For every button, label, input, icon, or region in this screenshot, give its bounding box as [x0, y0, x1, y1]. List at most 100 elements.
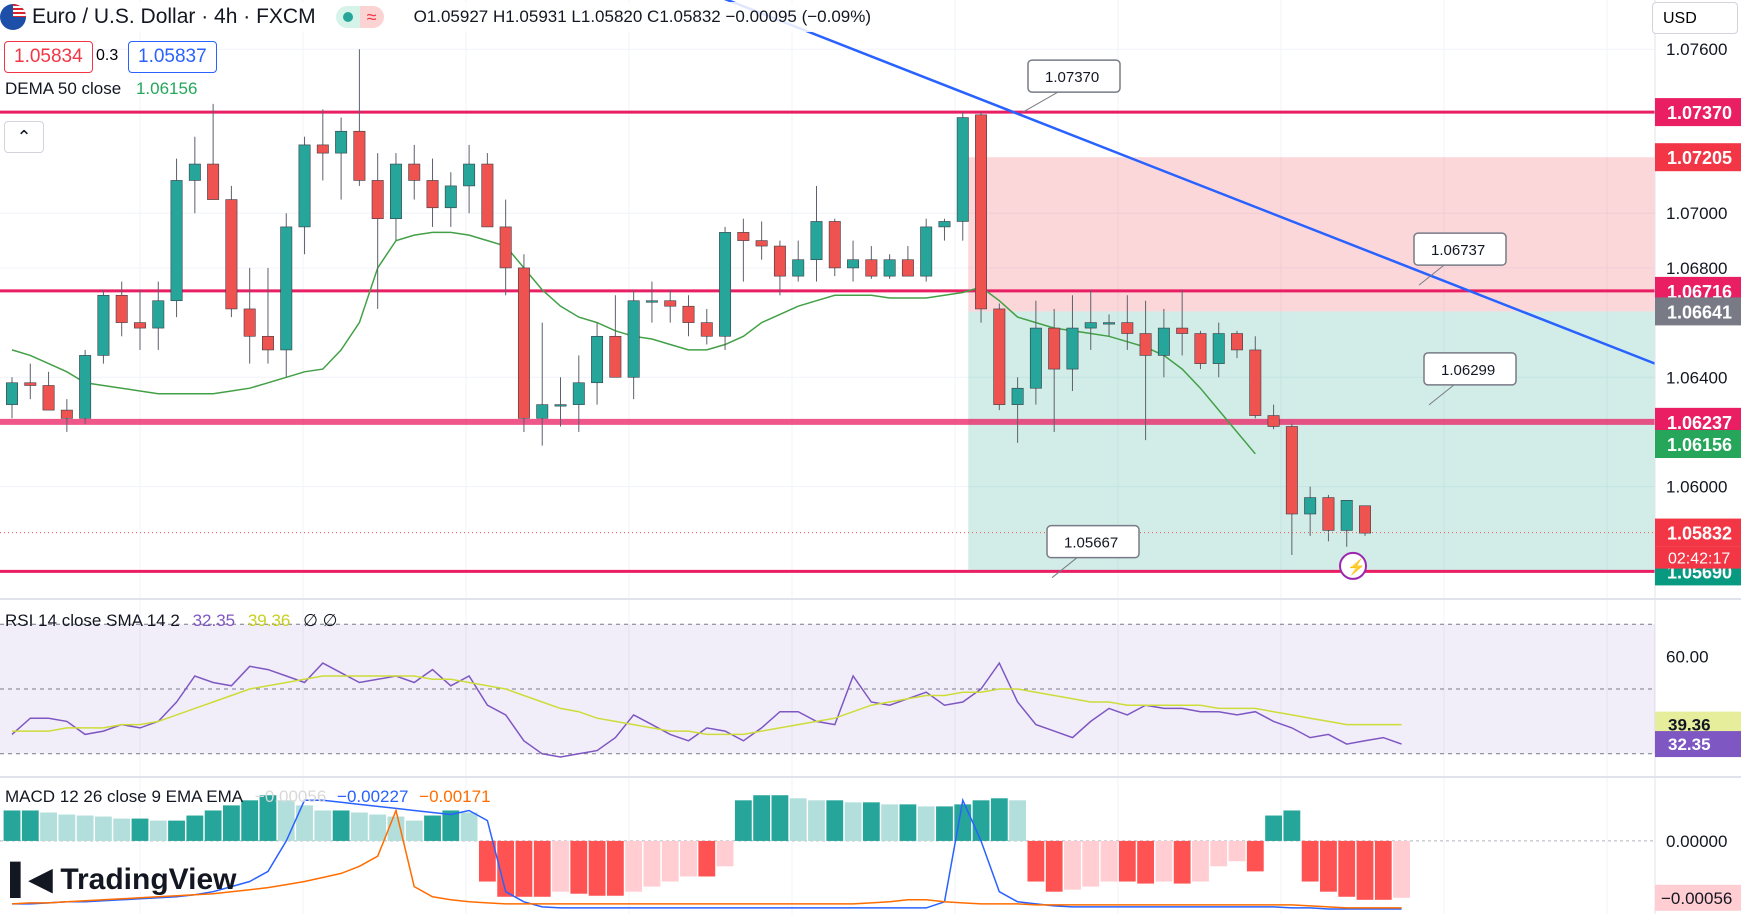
macd-histogram-bar	[1374, 840, 1392, 900]
candle-body	[1084, 322, 1097, 329]
candle-body	[1048, 327, 1061, 370]
macd-histogram-bar	[734, 800, 752, 841]
macd-histogram-bar	[552, 840, 569, 892]
candle-body	[755, 240, 768, 247]
callout-pointer	[1051, 557, 1078, 579]
candle-body	[1157, 327, 1170, 356]
candle-body	[682, 305, 695, 323]
candle-body	[408, 163, 421, 181]
callout-pointer	[1022, 91, 1059, 113]
macd-histogram-bar	[588, 840, 606, 896]
macd-histogram-bar	[881, 804, 899, 841]
candle-body	[316, 144, 329, 154]
macd-histogram-bar	[643, 840, 661, 887]
macd-histogram-bar	[314, 810, 332, 841]
macd-histogram-bar	[241, 800, 259, 841]
candle-body	[591, 335, 604, 384]
callout-pointer	[1428, 384, 1455, 406]
candle-body	[792, 259, 805, 277]
candle-body	[664, 300, 677, 307]
candle-body	[463, 163, 476, 187]
callout-label: 1.07370	[1045, 69, 1099, 86]
macd-histogram-bar	[972, 800, 990, 841]
macd-histogram-bar	[826, 800, 844, 841]
macd-histogram-bar	[424, 815, 441, 841]
candle-body	[719, 232, 732, 337]
price-level-tag	[1655, 143, 1741, 172]
dema-value: 1.06156	[135, 79, 198, 98]
macd-histogram-bar	[661, 840, 679, 882]
candle-body	[1359, 505, 1371, 534]
approx-icon: ≈	[359, 6, 384, 28]
candle-body	[956, 117, 969, 222]
candle-body	[1267, 415, 1280, 427]
candle-body	[1194, 333, 1207, 364]
candle-body	[627, 300, 640, 378]
candle-body	[847, 259, 860, 269]
candle-body	[134, 322, 146, 329]
macd-label: MACD 12 26 close 9 EMA EMA	[5, 787, 243, 806]
macd-histogram-bar	[186, 815, 204, 841]
macd-histogram-bar	[1045, 840, 1063, 892]
macd-histogram-bar	[259, 795, 277, 841]
candle-body	[335, 130, 348, 154]
macd-histogram-bar	[936, 806, 953, 841]
macd-histogram-bar	[917, 806, 935, 841]
candle-body	[298, 144, 311, 228]
symbol-title[interactable]: Euro / U.S. Dollar · 4h · FXCM	[32, 5, 316, 28]
candle-body	[1322, 497, 1335, 531]
candle-body	[371, 180, 384, 220]
macd-histogram-bar	[350, 812, 368, 841]
price-level-label: 1.06156	[1667, 435, 1732, 455]
macd-histogram-bar	[369, 814, 387, 841]
callout-label: 1.06737	[1431, 242, 1485, 259]
candle-body	[389, 163, 402, 220]
sell-price-button[interactable]: 1.05834	[4, 41, 93, 73]
macd-legend[interactable]: MACD 12 26 close 9 EMA EMA −0.00056 −0.0…	[5, 787, 491, 807]
callout-box	[1027, 59, 1121, 93]
candle-body	[1103, 322, 1115, 325]
dema-legend[interactable]: DEMA 50 close 1.06156	[5, 79, 197, 99]
rsi-legend[interactable]: RSI 14 close SMA 14 2 32.35 39.36 ∅ ∅	[5, 611, 337, 631]
rsi-line	[11, 661, 1402, 758]
candle-body	[353, 130, 366, 181]
macd-histogram-bar	[808, 800, 825, 841]
macd-histogram-bar	[844, 802, 862, 841]
candle-body	[828, 221, 841, 269]
macd-histogram-bar	[1210, 840, 1228, 867]
callout-box	[1046, 524, 1140, 559]
macd-value: −0.00227	[337, 787, 409, 806]
price-level-label: 1.07205	[1667, 148, 1732, 168]
collapse-legend-button[interactable]: ⌃	[4, 121, 44, 153]
buy-price-button[interactable]: 1.05837	[128, 41, 217, 73]
candle-body	[97, 294, 110, 356]
candle-body	[1285, 426, 1298, 515]
macd-histogram-bar	[1356, 840, 1374, 900]
macd-histogram-bar	[497, 840, 515, 897]
candle-body	[225, 199, 238, 310]
candle-body	[554, 404, 567, 407]
callout-box	[1413, 232, 1507, 266]
candle-body	[262, 335, 274, 351]
candle-body	[1304, 497, 1317, 515]
rsi-sma-line	[12, 675, 1402, 736]
macd-histogram-bar	[1320, 840, 1337, 892]
macd-histogram-bar	[753, 795, 771, 841]
macd-histogram-bar	[95, 816, 112, 841]
symbol-header: Euro / U.S. Dollar · 4h · FXCM ≈ O1.0592…	[0, 2, 878, 32]
macd-tick-label: 0.00000	[1666, 832, 1727, 851]
macd-histogram-bar	[515, 840, 533, 897]
macd-histogram-bar	[1283, 810, 1301, 841]
candle-body	[901, 259, 914, 277]
currency-selector[interactable]: USD	[1652, 2, 1738, 34]
price-level-tag	[1655, 98, 1741, 127]
candle-body	[1212, 333, 1225, 364]
macd-signal-line	[11, 808, 1402, 909]
market-status-toggle[interactable]: ≈	[335, 6, 384, 28]
tradingview-logo[interactable]: ▌◀ TradingView	[10, 862, 237, 897]
macd-histogram-bar	[478, 840, 496, 882]
price-level-tag	[1655, 429, 1741, 458]
tradingview-logo-icon: ▌◀	[10, 863, 52, 896]
countdown-tag	[1655, 546, 1741, 569]
